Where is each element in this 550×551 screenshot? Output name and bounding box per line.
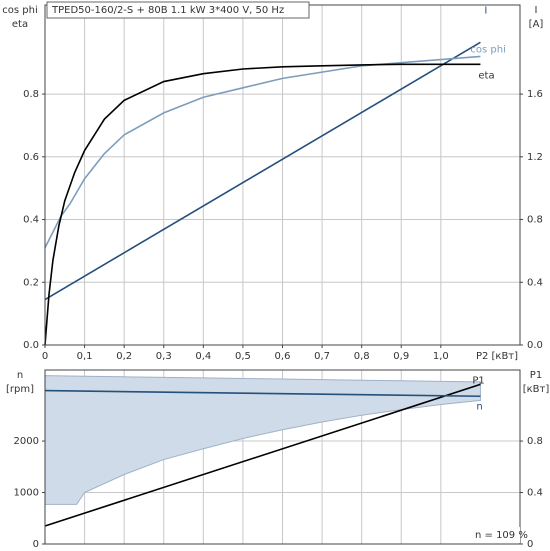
title-box <box>46 1 310 19</box>
note: n = 109 % <box>475 530 528 541</box>
y2-axis-label: P1 <box>530 370 542 381</box>
x-tick-label: 0,1 <box>77 351 93 362</box>
x-tick-label: 1,0 <box>433 351 449 362</box>
series-line <box>44 63 481 346</box>
range-band <box>44 375 481 505</box>
series-label: I <box>484 5 487 16</box>
y-tick-label: 0.6 <box>23 152 39 163</box>
series-label: cos phi <box>470 44 505 55</box>
y-tick-label: 0.8 <box>23 89 39 100</box>
y-axis-label: [rpm] <box>6 384 34 395</box>
note-box <box>470 527 520 543</box>
series-label: n <box>476 401 482 412</box>
y-tick-label: 0 <box>33 539 39 550</box>
y-tick-label: 0.4 <box>23 215 39 226</box>
x-tick-label: 0,9 <box>393 351 409 362</box>
y-tick-label: 0.0 <box>23 340 39 351</box>
y2-tick-label: 1.2 <box>527 152 543 163</box>
y2-axis-label: I <box>535 5 538 16</box>
chart-title: TPED50-160/2-S + 80B 1.1 kW 3*400 V, 50 … <box>51 5 284 16</box>
y-tick-label: 0.2 <box>23 277 39 288</box>
x-tick-label: 0,4 <box>195 351 211 362</box>
y-tick-label: 1000 <box>14 488 39 499</box>
y2-axis-label: [кВт] <box>523 384 550 395</box>
y2-tick-label: 0 <box>527 539 533 550</box>
y-axis-label: eta <box>12 19 28 30</box>
y2-tick-label: 1.6 <box>527 89 543 100</box>
y-axis-label: n <box>17 370 23 381</box>
series-line <box>44 389 481 398</box>
x-axis-label: P2 [кВт] <box>476 351 518 362</box>
x-tick-label: 0,2 <box>116 351 132 362</box>
y2-tick-label: 0.8 <box>527 215 543 226</box>
x-tick-label: 0,8 <box>354 351 370 362</box>
y-axis-label: cos phi <box>2 5 37 16</box>
x-tick-label: 0,7 <box>314 351 330 362</box>
y2-tick-label: 0.4 <box>527 277 543 288</box>
y-tick-label: 2000 <box>14 436 39 447</box>
y2-tick-label: 0.8 <box>527 436 543 447</box>
series-label: P1 <box>472 375 484 386</box>
y2-axis-label: [A] <box>529 19 544 30</box>
x-tick-label: 0,5 <box>235 351 251 362</box>
x-tick-label: 0 <box>42 351 48 362</box>
plot-frame <box>44 369 521 545</box>
y2-tick-label: 0.4 <box>527 488 543 499</box>
x-tick-label: 0,3 <box>156 351 172 362</box>
series-line <box>44 41 481 301</box>
series-label: eta <box>478 70 494 81</box>
x-tick-label: 0,6 <box>275 351 291 362</box>
y2-tick-label: 0.0 <box>527 340 543 351</box>
series-line <box>44 383 481 527</box>
